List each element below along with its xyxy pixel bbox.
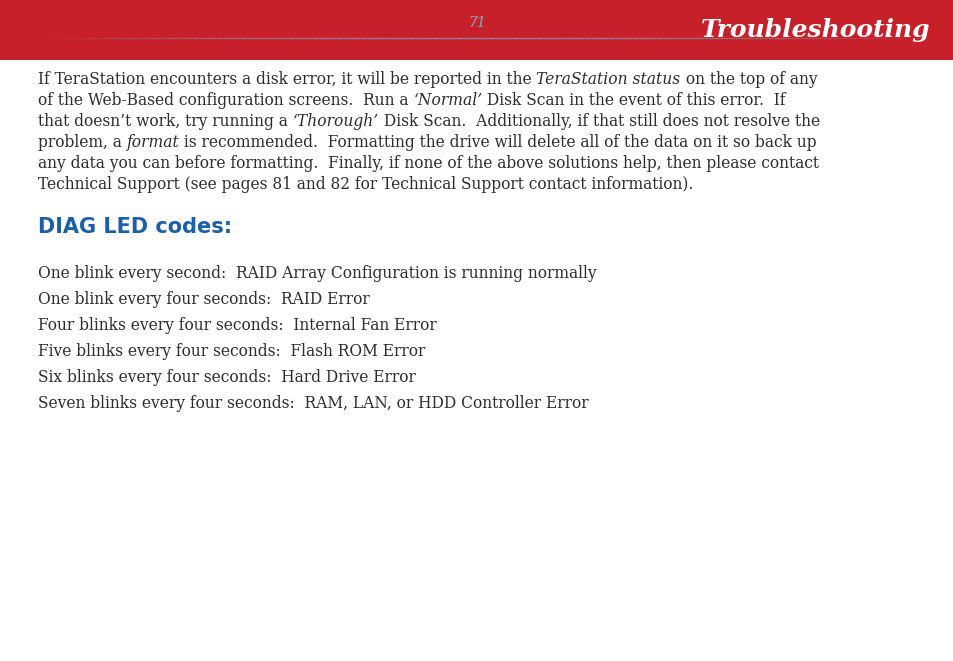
Text: Four blinks every four seconds:  Internal Fan Error: Four blinks every four seconds: Internal…	[38, 317, 436, 334]
Text: One blink every second:  RAID Array Configuration is running normally: One blink every second: RAID Array Confi…	[38, 265, 596, 282]
Text: on the top of any: on the top of any	[680, 71, 817, 88]
Text: If TeraStation encounters a disk error, it will be reported in the: If TeraStation encounters a disk error, …	[38, 71, 536, 88]
Text: Disk Scan.  Additionally, if that still does not resolve the: Disk Scan. Additionally, if that still d…	[378, 113, 820, 130]
Text: format: format	[127, 134, 179, 151]
Text: 71: 71	[468, 16, 485, 30]
Text: DIAG LED codes:: DIAG LED codes:	[38, 217, 232, 237]
Text: Six blinks every four seconds:  Hard Drive Error: Six blinks every four seconds: Hard Driv…	[38, 369, 416, 386]
Text: that doesn’t work, try running a: that doesn’t work, try running a	[38, 113, 293, 130]
Text: Disk Scan in the event of this error.  If: Disk Scan in the event of this error. If	[482, 92, 785, 109]
Bar	[0, 0, 953, 60]
Text: One blink every four seconds:  RAID Error: One blink every four seconds: RAID Error	[38, 291, 370, 308]
Text: Troubleshooting: Troubleshooting	[700, 18, 929, 42]
Text: 71: 71	[468, 16, 485, 30]
Text: Seven blinks every four seconds:  RAM, LAN, or HDD Controller Error: Seven blinks every four seconds: RAM, LA…	[38, 395, 588, 412]
Text: ‘Normal’: ‘Normal’	[413, 92, 482, 109]
Text: Technical Support (see pages 81 and 82 for Technical Support contact information: Technical Support (see pages 81 and 82 f…	[38, 176, 693, 193]
Text: of the Web-Based configuration screens.  Run a: of the Web-Based configuration screens. …	[38, 92, 413, 109]
Text: any data you can before formatting.  Finally, if none of the above solutions hel: any data you can before formatting. Fina…	[38, 155, 818, 172]
Text: Five blinks every four seconds:  Flash ROM Error: Five blinks every four seconds: Flash RO…	[38, 343, 425, 360]
Text: problem, a: problem, a	[38, 134, 127, 151]
Text: TeraStation status: TeraStation status	[536, 71, 680, 88]
Text: is recommended.  Formatting the drive will delete all of the data on it so back : is recommended. Formatting the drive wil…	[179, 134, 817, 151]
Text: ‘Thorough’: ‘Thorough’	[293, 113, 378, 130]
